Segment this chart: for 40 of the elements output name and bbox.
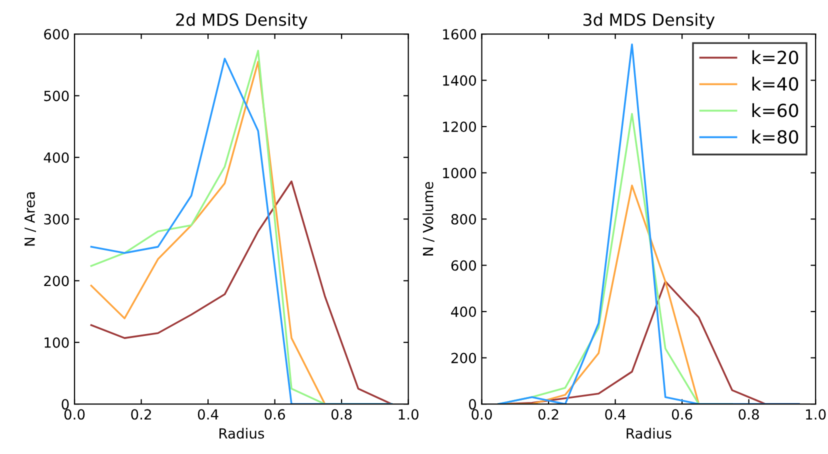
x-tick-label: 0.4 (605, 409, 626, 420)
x-axis-title: Radius (626, 428, 672, 439)
legend-label: k=20 (752, 50, 798, 64)
y-tick-label: 400 (44, 152, 69, 163)
y-tick-label: 600 (44, 29, 69, 40)
x-tick-label: 0.6 (264, 409, 285, 420)
y-tick-label: 0 (62, 399, 69, 410)
y-tick-label: 200 (451, 352, 476, 364)
y-tick-label: 1400 (443, 75, 476, 86)
y-tick-label: 200 (44, 276, 69, 286)
y-tick-label: 100 (44, 337, 69, 348)
line-series (498, 44, 800, 404)
legend-label: k=60 (752, 103, 798, 118)
line-series (90, 180, 393, 404)
x-tick-label: 0.0 (472, 409, 492, 420)
x-tick-label: 1.0 (398, 409, 418, 420)
x-tick-label: 0.0 (64, 409, 85, 420)
x-tick-label: 0.2 (131, 409, 151, 420)
chart-title: 2d MDS Density (176, 13, 308, 30)
x-tick-label: 0.6 (672, 409, 692, 420)
y-tick-label: 300 (44, 214, 69, 225)
y-tick-label: 1600 (443, 29, 476, 40)
x-tick-label: 0.4 (198, 409, 218, 420)
y-tick-label: 0 (468, 399, 476, 410)
legend-label: k=40 (752, 76, 798, 91)
x-tick-label: 1.0 (806, 409, 826, 420)
y-tick-label: 1000 (443, 168, 476, 178)
chart-title: 3d MDS Density (583, 13, 715, 30)
y-axis-title: N / Volume (422, 182, 434, 256)
y-tick-label: 1200 (443, 122, 476, 132)
y-tick-label: 600 (451, 260, 476, 271)
y-tick-label: 800 (451, 214, 476, 225)
x-tick-label: 0.8 (738, 409, 759, 420)
y-tick-label: 500 (44, 90, 69, 102)
x-axis-title: Radius (220, 428, 264, 439)
x-tick-label: 0.8 (331, 409, 352, 420)
y-tick-label: 400 (451, 306, 476, 318)
x-tick-label: 0.2 (538, 409, 558, 420)
y-axis-title: N / Area (24, 192, 36, 246)
legend-label: k=80 (752, 130, 798, 144)
